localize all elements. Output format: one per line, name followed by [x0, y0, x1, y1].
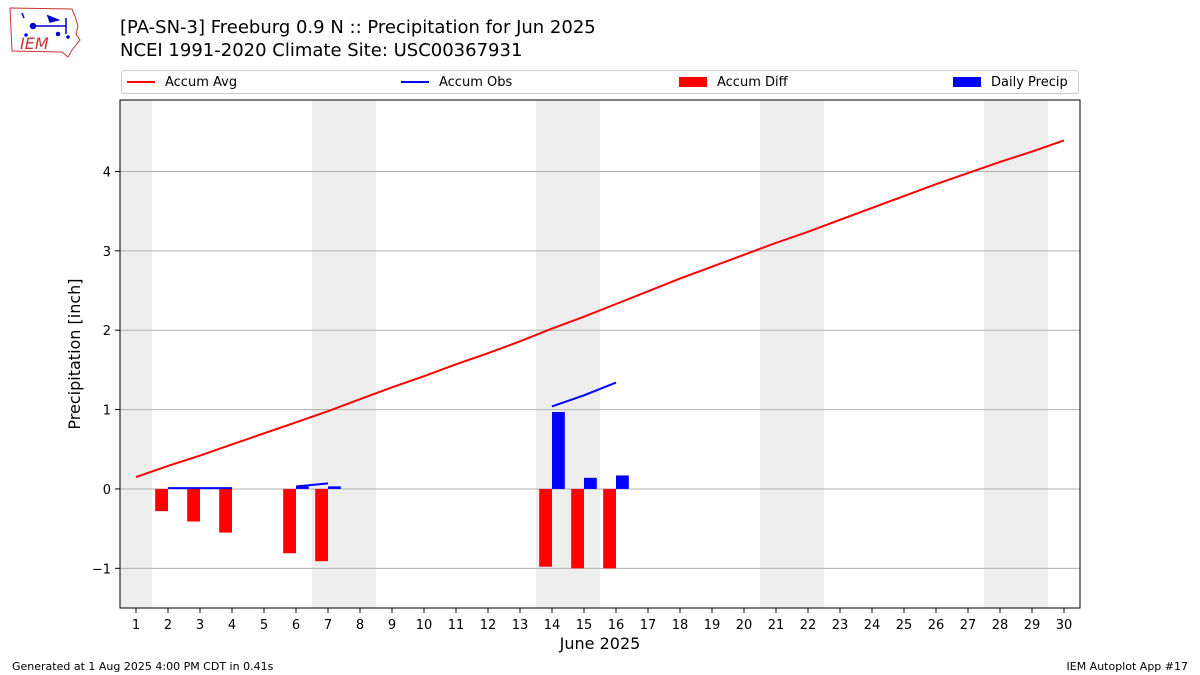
x-tick-label-14: 14: [544, 618, 561, 633]
x-tick-label-4: 4: [228, 618, 236, 633]
accum-diff-bar-day-14: [539, 488, 552, 567]
x-tick-label-26: 26: [928, 618, 945, 633]
chart-legend: Accum Avg Accum Obs Accum Diff Daily Pre…: [121, 70, 1079, 94]
accum-diff-bar-day-16: [603, 488, 616, 569]
x-tick-label-3: 3: [196, 618, 204, 633]
chart-title: [PA-SN-3] Freeburg 0.9 N :: Precipitatio…: [120, 17, 596, 38]
legend-label-accum-avg: Accum Avg: [165, 74, 238, 90]
x-tick-label-10: 10: [416, 618, 433, 633]
iem-logo: IEM: [9, 7, 81, 58]
y-tick-label-4: 4: [103, 165, 111, 180]
weekend-shading: [120, 100, 1048, 608]
daily-precip-bar-day-6: [296, 486, 309, 489]
line-series: [135, 139, 1065, 490]
y-axis-ticks: −1 0 1 2 3 4: [92, 165, 120, 577]
accum-diff-bar-day-7: [315, 488, 328, 562]
weekend-span-4: [984, 100, 1048, 608]
accum-diff-bar-day-3: [187, 488, 200, 522]
x-tick-label-5: 5: [260, 618, 268, 633]
x-tick-label-6: 6: [292, 618, 300, 633]
weather-station-icon: [21, 12, 70, 39]
x-tick-label-23: 23: [832, 618, 849, 633]
x-tick-label-29: 29: [1024, 618, 1041, 633]
x-axis-label: June 2025: [559, 634, 641, 653]
legend-swatch-accum-obs: [401, 81, 429, 83]
x-tick-label-8: 8: [356, 618, 364, 633]
x-tick-label-25: 25: [896, 618, 913, 633]
accum-diff-bar-day-2: [155, 488, 168, 512]
legend-accum-avg: Accum Avg: [127, 71, 237, 93]
generated-timestamp: Generated at 1 Aug 2025 4:00 PM CDT in 0…: [12, 660, 274, 673]
x-axis-ticks: 1 2 3 4 5 6 7 8 9 10 11 12 13 14 15 16 17 18 19 20 21 22 23 24 2…: [132, 608, 1072, 633]
x-tick-label-17: 17: [640, 618, 657, 633]
y-axis-label: Precipitation [inch]: [65, 278, 84, 429]
x-tick-label-1: 1: [132, 618, 140, 633]
daily-precip-bar-day-14: [552, 411, 565, 489]
legend-daily-precip: Daily Precip: [953, 71, 1068, 93]
legend-label-accum-obs: Accum Obs: [439, 74, 513, 90]
legend-label-accum-diff: Accum Diff: [717, 74, 788, 90]
x-tick-label-19: 19: [704, 618, 721, 633]
plot-frame: [119, 99, 1081, 609]
accum-diff-bar-day-15: [571, 488, 584, 569]
y-tick-label--1: −1: [92, 562, 111, 577]
accum-diff-bar-day-4: [219, 488, 232, 533]
x-tick-label-11: 11: [448, 618, 465, 633]
app-credit: IEM Autoplot App #17: [1066, 660, 1189, 673]
x-tick-label-15: 15: [576, 618, 593, 633]
legend-accum-obs: Accum Obs: [401, 71, 512, 93]
x-tick-label-22: 22: [800, 618, 817, 633]
legend-accum-diff: Accum Diff: [679, 71, 788, 93]
accum-diff-bar-day-6: [283, 488, 296, 554]
legend-swatch-daily-precip: [953, 77, 981, 87]
weekend-span-0: [120, 100, 152, 608]
x-tick-label-16: 16: [608, 618, 625, 633]
bar-series: [155, 411, 629, 569]
daily-precip-bar-day-16: [616, 475, 629, 489]
x-tick-label-9: 9: [388, 618, 396, 633]
x-tick-label-21: 21: [768, 618, 785, 633]
grid-lines: [120, 170, 1080, 569]
x-tick-label-24: 24: [864, 618, 881, 633]
x-tick-label-18: 18: [672, 618, 689, 633]
y-tick-label-2: 2: [103, 324, 111, 339]
legend-label-daily-precip: Daily Precip: [991, 74, 1068, 90]
iowa-outline-icon: [9, 7, 81, 58]
x-tick-label-2: 2: [164, 618, 172, 633]
accum-obs-line-segment-3: [551, 381, 617, 408]
x-tick-label-20: 20: [736, 618, 753, 633]
weekend-span-3: [760, 100, 824, 608]
y-tick-label-0: 0: [103, 483, 111, 498]
daily-precip-bar-day-15: [584, 477, 597, 489]
x-tick-label-27: 27: [960, 618, 977, 633]
y-tick-label-1: 1: [103, 404, 111, 419]
x-tick-label-30: 30: [1056, 618, 1073, 633]
accum-avg-line: [135, 139, 1065, 478]
legend-swatch-accum-avg: [127, 81, 155, 83]
x-tick-label-28: 28: [992, 618, 1009, 633]
chart-subtitle: NCEI 1991-2020 Climate Site: USC00367931: [120, 40, 523, 61]
x-tick-label-7: 7: [324, 618, 332, 633]
x-tick-label-12: 12: [480, 618, 497, 633]
x-tick-label-13: 13: [512, 618, 529, 633]
logo-text: IEM: [20, 34, 49, 53]
accum-obs-line-segment-1: [295, 482, 329, 488]
y-tick-label-3: 3: [103, 245, 111, 260]
legend-swatch-accum-diff: [679, 77, 707, 87]
